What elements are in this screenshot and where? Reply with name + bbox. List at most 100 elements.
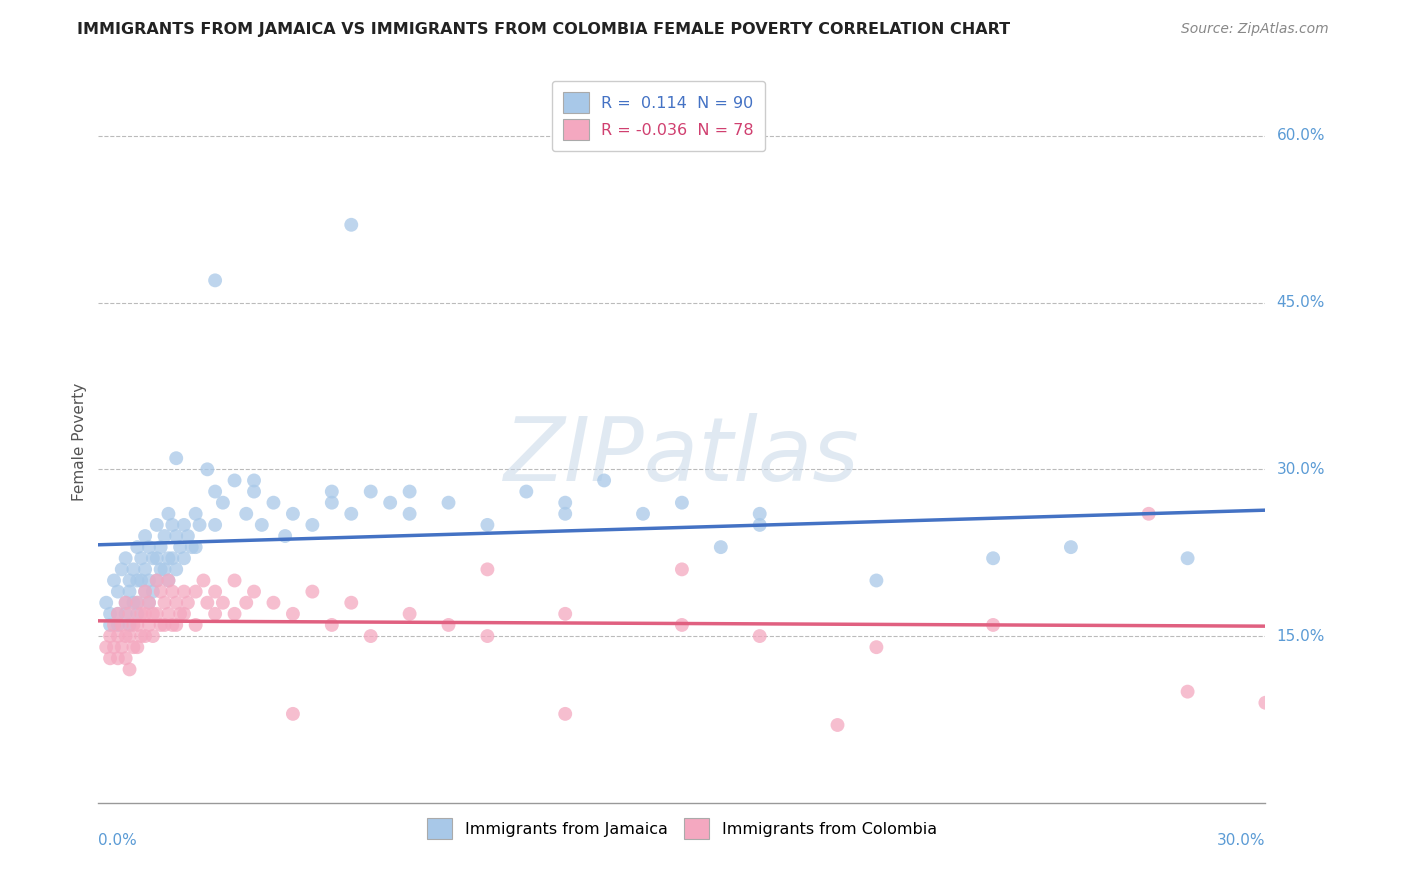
Point — [437, 618, 460, 632]
Point — [138, 540, 160, 554]
Point — [138, 596, 160, 610]
Point — [204, 584, 226, 599]
Point — [103, 618, 125, 632]
Point — [274, 529, 297, 543]
Point — [243, 474, 266, 488]
Point — [865, 574, 887, 588]
Point — [193, 574, 215, 588]
Point — [103, 574, 125, 588]
Text: 30.0%: 30.0% — [1277, 462, 1324, 477]
Point — [671, 618, 693, 632]
Point — [340, 218, 363, 232]
Point — [981, 551, 1004, 566]
Point — [360, 629, 382, 643]
Point — [107, 584, 129, 599]
Point — [157, 551, 180, 566]
Point — [127, 607, 149, 621]
Point — [146, 551, 169, 566]
Point — [149, 540, 172, 554]
Point — [554, 507, 576, 521]
Point — [98, 651, 121, 665]
Point — [188, 517, 211, 532]
Point — [243, 484, 266, 499]
Point — [212, 596, 235, 610]
Point — [129, 574, 152, 588]
Point — [127, 596, 149, 610]
Point — [118, 629, 141, 643]
Text: Source: ZipAtlas.com: Source: ZipAtlas.com — [1181, 22, 1329, 37]
Point — [243, 584, 266, 599]
Point — [134, 584, 156, 599]
Point — [224, 474, 246, 488]
Point — [127, 640, 149, 655]
Point — [118, 584, 141, 599]
Point — [281, 607, 304, 621]
Point — [437, 496, 460, 510]
Point — [204, 273, 226, 287]
Point — [157, 574, 180, 588]
Point — [96, 596, 118, 610]
Point — [212, 496, 235, 510]
Point — [134, 607, 156, 621]
Point — [114, 629, 136, 643]
Point — [340, 596, 363, 610]
Point — [301, 584, 323, 599]
Point — [360, 484, 382, 499]
Point — [138, 596, 160, 610]
Point — [262, 496, 284, 510]
Legend: Immigrants from Jamaica, Immigrants from Colombia: Immigrants from Jamaica, Immigrants from… — [420, 812, 943, 846]
Point — [96, 640, 118, 655]
Point — [129, 607, 152, 621]
Point — [129, 551, 152, 566]
Point — [129, 629, 152, 643]
Point — [250, 517, 273, 532]
Point — [149, 562, 172, 576]
Point — [134, 629, 156, 643]
Point — [235, 507, 257, 521]
Point — [138, 574, 160, 588]
Point — [153, 562, 176, 576]
Point — [111, 562, 134, 576]
Point — [671, 562, 693, 576]
Point — [98, 618, 121, 632]
Point — [146, 607, 169, 621]
Point — [748, 517, 770, 532]
Point — [173, 607, 195, 621]
Point — [184, 584, 207, 599]
Point — [671, 496, 693, 510]
Point — [165, 451, 187, 466]
Point — [340, 507, 363, 521]
Point — [281, 706, 304, 721]
Point — [224, 574, 246, 588]
Point — [515, 484, 537, 499]
Point — [162, 618, 184, 632]
Point — [1177, 551, 1199, 566]
Point — [169, 607, 191, 621]
Point — [748, 507, 770, 521]
Point — [477, 562, 499, 576]
Point — [321, 618, 343, 632]
Point — [398, 607, 420, 621]
Point — [162, 584, 184, 599]
Point — [262, 596, 284, 610]
Point — [142, 584, 165, 599]
Point — [321, 484, 343, 499]
Point — [142, 629, 165, 643]
Point — [127, 618, 149, 632]
Point — [107, 618, 129, 632]
Point — [114, 596, 136, 610]
Point — [127, 574, 149, 588]
Point — [477, 629, 499, 643]
Point — [195, 462, 218, 476]
Point — [149, 584, 172, 599]
Point — [98, 629, 121, 643]
Point — [157, 507, 180, 521]
Point — [162, 551, 184, 566]
Point — [631, 507, 654, 521]
Point — [380, 496, 402, 510]
Point — [114, 607, 136, 621]
Text: 15.0%: 15.0% — [1277, 629, 1324, 643]
Point — [134, 529, 156, 543]
Point — [122, 640, 145, 655]
Point — [204, 607, 226, 621]
